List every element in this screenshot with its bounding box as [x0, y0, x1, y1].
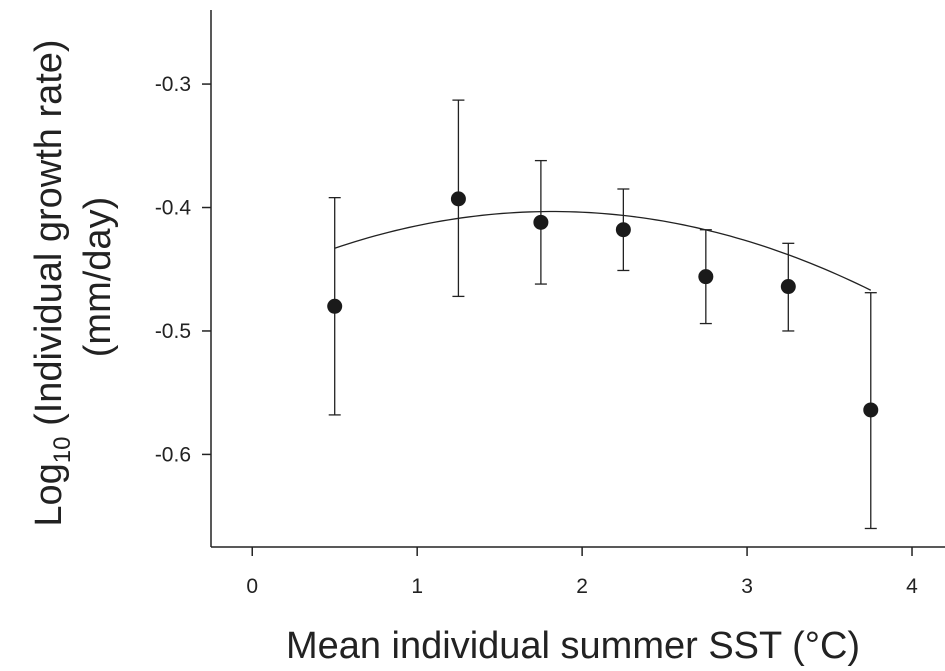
y-tick-label: -0.6: [155, 443, 191, 466]
x-axis-ticks: 0 1 2 3 4: [246, 547, 918, 598]
data-point: [533, 214, 549, 230]
data-points: [327, 191, 879, 418]
y-axis-title-subscript: 10: [49, 436, 76, 463]
error-bars: [328, 99, 877, 530]
data-point: [615, 222, 631, 238]
data-point: [327, 298, 343, 314]
data-point: [450, 191, 466, 207]
y-tick-label: -0.4: [155, 197, 192, 220]
data-point: [698, 269, 714, 285]
y-axis-title-suffix: (Individual growth rate): [28, 39, 70, 436]
y-axis-title-line1: Log10 (Individual growth rate): [28, 39, 76, 526]
x-tick-label: 2: [576, 575, 588, 598]
x-axis-title: Mean individual summer SST (°C): [286, 625, 860, 667]
y-axis-title-prefix: Log: [28, 463, 70, 526]
y-tick-label: -0.5: [155, 320, 191, 343]
x-tick-label: 0: [246, 575, 258, 598]
y-axis-title-line2: (mm/day): [77, 197, 119, 357]
data-point: [863, 402, 879, 418]
plot-frame: [210, 10, 945, 548]
x-tick-label: 1: [411, 575, 423, 598]
y-axis-ticks: -0.3 -0.4 -0.5 -0.6: [155, 73, 211, 466]
fit-curve: [334, 210, 872, 291]
y-tick-label: -0.3: [155, 73, 191, 96]
x-tick-label: 3: [741, 575, 753, 598]
x-tick-label: 4: [906, 575, 918, 598]
data-point: [780, 279, 796, 295]
